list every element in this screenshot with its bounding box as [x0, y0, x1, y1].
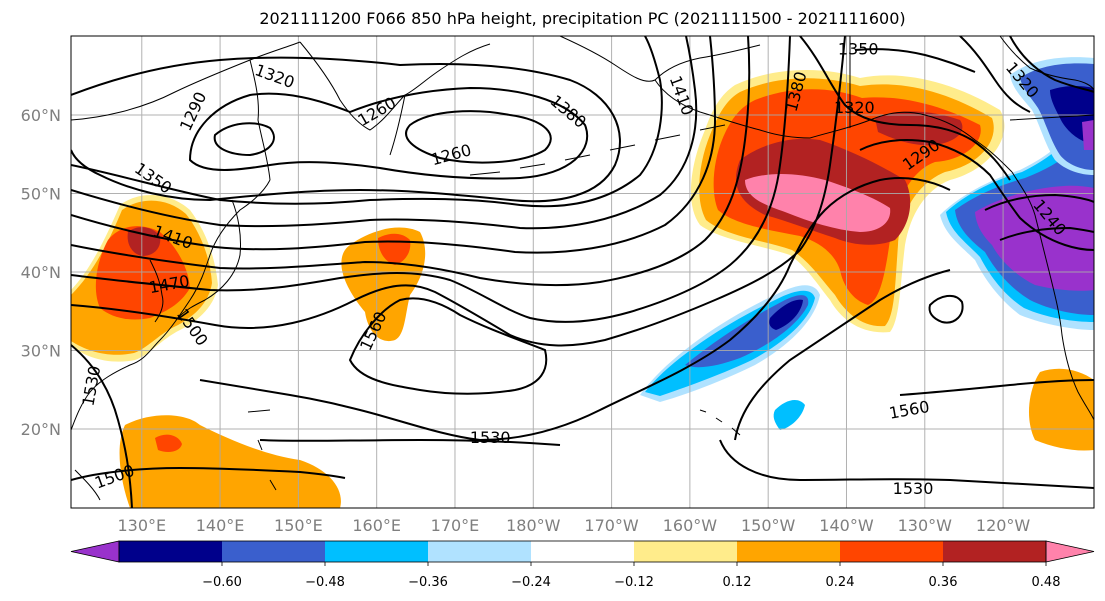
- contour-1350-north: [854, 48, 976, 73]
- precip-japan-darkred: [127, 227, 161, 256]
- colorbar-label: −0.48: [305, 575, 345, 590]
- colorbar-segment: [531, 541, 635, 562]
- colorbar-label: −0.12: [614, 575, 654, 590]
- contour-1500: [71, 36, 846, 347]
- colorbar-segment: [119, 541, 223, 562]
- coastline-kamchatka: [299, 41, 491, 156]
- contour-1560: [348, 269, 1094, 441]
- colorbar-segment: [428, 541, 532, 562]
- coastline-sw-islands: [74, 409, 277, 501]
- lon-label: 120°W: [976, 516, 1031, 535]
- coastline-asia: [71, 41, 301, 431]
- lat-label: 50°N: [21, 185, 61, 204]
- contour-1320: [71, 56, 621, 203]
- contour-label: 1320: [834, 98, 875, 117]
- lon-label: 160°W: [663, 516, 718, 535]
- lat-label: 20°N: [21, 420, 61, 439]
- colorbar-segment: [737, 541, 841, 562]
- contour-label: 1530: [470, 428, 511, 447]
- contour-label-group: 1530: [470, 428, 511, 447]
- contour-label: 1350: [838, 39, 879, 58]
- coastline-alaska: [809, 36, 1013, 173]
- contour-1530: [71, 177, 1094, 508]
- colorbar-segment: [222, 541, 326, 562]
- lon-label: 140°W: [819, 516, 874, 535]
- colorbar-label: 0.12: [723, 575, 752, 590]
- contour-1440: [71, 36, 751, 287]
- colorbar-extend-high: [1045, 540, 1095, 563]
- colorbar-segment: [840, 541, 944, 562]
- contour-1560-small-loop: [928, 294, 964, 324]
- height-contours: [71, 36, 1094, 508]
- contour-1260-low-west: [213, 122, 275, 157]
- contour-alaska-1320: [799, 36, 1011, 181]
- colorbar-label: −0.60: [202, 575, 242, 590]
- colorbar-label: −0.36: [408, 575, 448, 590]
- lon-label: 180°W: [506, 516, 561, 535]
- colorbar-label: −0.24: [511, 575, 551, 590]
- lat-label: 40°N: [21, 263, 61, 282]
- precip-alaska-pink: [745, 174, 891, 232]
- contour-alaska-1290: [859, 139, 1094, 251]
- colorbar-label: 0.48: [1032, 575, 1061, 590]
- colorbar-extend-low: [70, 540, 120, 563]
- lon-labels: 130°E 140°E 150°E 160°E 170°E 180°W 170°W 160°W…: [117, 516, 1030, 535]
- contour-1260-low: [405, 110, 552, 164]
- contour-1380: [71, 36, 698, 230]
- contour-label: 1530: [893, 479, 934, 498]
- lon-label: 170°E: [431, 516, 480, 535]
- colorbar-label: 0.36: [929, 575, 958, 590]
- coastlines: [71, 36, 1094, 501]
- lon-label: 130°E: [117, 516, 166, 535]
- coastline-canada-usa: [999, 36, 1094, 421]
- map-frame: [70, 35, 1095, 509]
- contour-label-group: 1350: [838, 39, 879, 58]
- precip-baja-orange: [1028, 368, 1094, 451]
- colorbar-segment: [634, 541, 738, 562]
- contour-1470: [71, 36, 791, 323]
- colorbar-segment: [325, 541, 429, 562]
- contour-label-group: 1320: [834, 98, 875, 117]
- gridlines: [71, 36, 1094, 508]
- lon-label: 160°E: [352, 516, 401, 535]
- colorbar: −0.60 −0.48 −0.36 −0.24 −0.12 0.12 0.24 0.36 0.4…: [70, 540, 1095, 590]
- contour-1410: [71, 36, 717, 254]
- lat-label: 30°N: [21, 342, 61, 361]
- lat-label: 60°N: [21, 106, 61, 125]
- precip-sw-red: [155, 434, 182, 452]
- lon-label: 150°E: [274, 516, 323, 535]
- colorbar-segment: [943, 541, 1047, 562]
- map-title: 2021111200 F066 850 hPa height, precipit…: [259, 9, 906, 28]
- precip-arctic-purple: [1082, 120, 1094, 150]
- lat-labels: 60°N 50°N 40°N 30°N 20°N: [21, 106, 61, 439]
- precip-small-cyan: [773, 399, 805, 430]
- precip-nw-purple: [975, 185, 1094, 291]
- contour-1500-southwest: [71, 466, 346, 481]
- lon-label: 130°W: [898, 516, 953, 535]
- contour-1350: [71, 36, 663, 208]
- contour-label-group: 1530: [893, 479, 934, 498]
- precip-band-navy: [769, 299, 803, 330]
- contour-canada-1240: [984, 193, 1094, 241]
- lon-label: 170°W: [584, 516, 639, 535]
- precip-japan-red: [95, 226, 190, 320]
- lon-label: 140°E: [196, 516, 245, 535]
- contour-1290: [188, 86, 589, 180]
- lon-label: 150°W: [741, 516, 796, 535]
- colorbar-outline: [118, 540, 1047, 563]
- contour-canada-1320: [959, 36, 1094, 113]
- colorbar-label: 0.24: [826, 575, 855, 590]
